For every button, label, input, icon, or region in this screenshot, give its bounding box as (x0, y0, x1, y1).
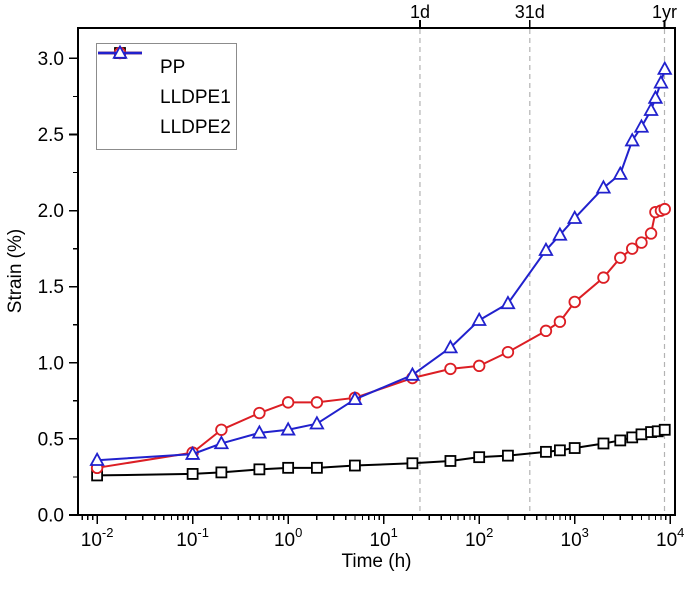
marker-point (347, 390, 363, 406)
y-tick-label-3: 3.0 (38, 49, 64, 70)
marker-point (281, 396, 295, 409)
marker-point (472, 359, 486, 373)
x-tick-label-1e-2: 10-2 (81, 525, 114, 551)
x-tick-label-1e-1: 10-1 (176, 525, 209, 551)
x-axis-title: Time (h) (341, 551, 412, 572)
y-tick-label-0.5: 0.5 (38, 429, 64, 450)
marker-point (540, 445, 552, 458)
series-line-LLDPE1 (96, 208, 666, 469)
series-PP (91, 423, 671, 482)
marker-point (612, 165, 628, 180)
marker-point (215, 423, 228, 436)
marker-point (644, 227, 658, 240)
marker-point (597, 271, 610, 284)
x-tick-label-1e3: 103 (561, 525, 589, 551)
series-LLDPE2 (89, 60, 673, 466)
marker-point (643, 101, 659, 116)
marker-point (658, 423, 671, 436)
marker-point (553, 315, 567, 328)
marker-point (186, 468, 199, 480)
marker-point (653, 74, 669, 89)
marker-point (566, 209, 583, 224)
marker-point (444, 455, 457, 467)
legend: PP LLDPE1 LLDPE2 (96, 43, 237, 150)
marker-point (614, 251, 627, 265)
marker-point (215, 466, 228, 479)
marker-point (633, 118, 650, 133)
y-tick-label-2: 2.0 (38, 201, 64, 222)
y-tick-label-0: 0.0 (38, 506, 64, 527)
legend-label-pp: PP (160, 56, 186, 78)
ref-label-31d: 31d (515, 2, 545, 22)
legend-entry-lldpe1: LLDPE1 (98, 46, 236, 112)
y-tick-label-1: 1.0 (38, 353, 64, 374)
y-axis-title: Strain (%) (5, 228, 26, 314)
marker-point (614, 434, 627, 447)
marker-point (635, 236, 648, 249)
marker-point (568, 295, 581, 309)
x-tick-label-1e1: 101 (369, 525, 397, 551)
marker-point (500, 295, 516, 310)
marker-point (282, 461, 295, 474)
x-tick-label-1e4: 104 (656, 525, 684, 551)
x-tick-label-1e2: 102 (465, 525, 493, 551)
marker-point (444, 362, 457, 376)
marker-point (404, 366, 421, 381)
marker-point (310, 461, 323, 474)
series-line-LLDPE2 (97, 68, 666, 462)
marker-point (473, 451, 486, 464)
marker-point (310, 396, 324, 409)
marker-point (502, 449, 514, 462)
legend-swatch-lldpe1 (98, 46, 153, 106)
marker-point (309, 415, 325, 430)
marker-point (471, 311, 487, 326)
marker-point (112, 44, 128, 59)
plot-frame (77, 27, 676, 516)
marker-point (442, 339, 459, 354)
marker-point (89, 451, 105, 466)
ref-label-1d: 1d (410, 2, 430, 22)
marker-point (552, 226, 568, 241)
marker-point (538, 241, 554, 256)
marker-point (624, 132, 640, 147)
marker-point (597, 437, 610, 450)
marker-point (539, 324, 553, 338)
legend-line-sample-LLDPE2 (98, 44, 142, 59)
y-tick-label-1.5: 1.5 (38, 277, 64, 298)
legend-entry-lldpe2: LLDPE2 (98, 44, 236, 142)
series-LLDPE1 (90, 202, 671, 475)
legend-label-lldpe1: LLDPE1 (160, 86, 231, 108)
marker-point (595, 179, 612, 194)
marker-point (647, 89, 664, 104)
marker-point (280, 421, 296, 436)
marker-point (251, 424, 268, 439)
marker-point (253, 463, 266, 476)
marker-point (635, 428, 648, 441)
ref-label-1yr: 1yr (652, 2, 677, 22)
marker-point (554, 444, 566, 457)
marker-point (213, 435, 230, 450)
legend-label-lldpe2: LLDPE2 (160, 116, 231, 138)
marker-point (568, 442, 581, 454)
marker-point (501, 345, 515, 359)
legend-swatch-lldpe2 (98, 44, 153, 136)
marker-point (253, 406, 266, 420)
marker-point (406, 457, 419, 470)
marker-point (626, 242, 639, 255)
marker-point (658, 202, 671, 216)
y-tick-label-2.5: 2.5 (38, 125, 64, 146)
marker-point (349, 459, 361, 472)
x-tick-label-1e0: 100 (274, 525, 302, 551)
marker-point (184, 445, 201, 460)
marker-point (657, 60, 673, 75)
